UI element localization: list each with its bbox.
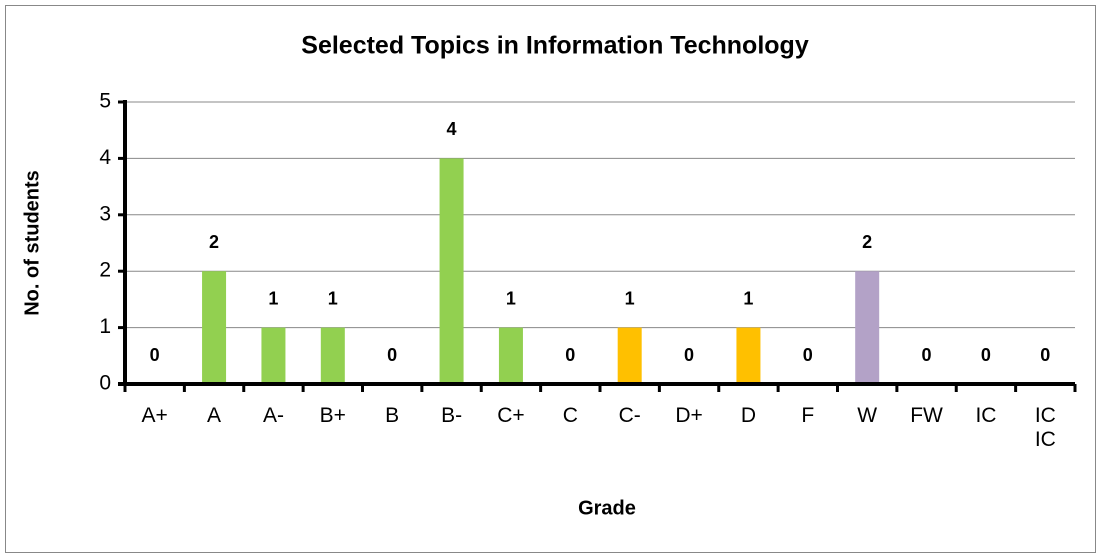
y-tick-label: 3: [99, 202, 111, 225]
value-label: 0: [803, 345, 813, 365]
bar: [617, 327, 642, 384]
x-tick-label: B: [385, 404, 400, 427]
value-label: 4: [447, 119, 457, 139]
bar: [202, 271, 227, 384]
x-tick-label: A-: [262, 404, 284, 427]
value-label: 1: [328, 288, 338, 308]
x-tick-label-box: D+: [675, 404, 703, 427]
x-tick-label: IC IC: [1034, 404, 1056, 451]
bar: [320, 327, 345, 384]
x-tick-label-box: C+: [497, 404, 525, 427]
x-tick-label: A+: [141, 404, 168, 427]
x-tick-label: IC: [975, 404, 997, 427]
x-tick-label: C: [562, 404, 578, 427]
x-axis-title: Grade: [578, 497, 636, 519]
x-tick-label: C+: [497, 404, 525, 427]
x-tick-label-box: A: [207, 404, 222, 427]
x-tick-label: W: [857, 404, 878, 427]
value-label: 1: [268, 288, 278, 308]
x-tick-label: F: [801, 404, 815, 427]
x-tick-label-box: C: [562, 404, 578, 427]
x-tick-label-box: C-: [618, 404, 641, 427]
x-tick-label: A: [207, 404, 222, 427]
x-tick-label-box: F: [801, 404, 815, 427]
y-tick-label: 4: [99, 146, 111, 169]
value-label: 1: [506, 288, 516, 308]
y-tick-label: 5: [99, 90, 111, 113]
value-label: 0: [387, 345, 397, 365]
value-label: 0: [565, 345, 575, 365]
y-tick-label: 2: [99, 259, 111, 282]
chart-title: Selected Topics in Information Technolog…: [301, 32, 809, 60]
value-label: 1: [625, 288, 635, 308]
y-axis-title: No. of students: [21, 170, 43, 316]
chart-border: [5, 5, 1096, 553]
x-tick-label: FW: [910, 404, 943, 427]
x-tick-label-box: A+: [141, 404, 168, 427]
x-tick-label-box: IC: [975, 404, 997, 427]
bar: [736, 327, 761, 384]
bar: [855, 271, 880, 384]
x-tick-label-box: B: [385, 404, 400, 427]
value-label: 0: [981, 345, 991, 365]
y-tick-label: 1: [99, 315, 111, 338]
x-tick-label-box: A-: [262, 404, 284, 427]
x-tick-label-box: IC IC: [1034, 404, 1056, 451]
value-label: 0: [684, 345, 694, 365]
x-tick-label: B+: [319, 404, 346, 427]
bar: [439, 158, 464, 384]
value-label: 0: [150, 345, 160, 365]
x-tick-label-box: B-: [441, 404, 463, 427]
y-tick-label: 0: [99, 372, 111, 395]
value-label: 1: [743, 288, 753, 308]
bar: [498, 327, 523, 384]
bar: [261, 327, 286, 384]
value-label: 2: [209, 232, 219, 252]
x-tick-label: C-: [618, 404, 641, 427]
value-label: 0: [922, 345, 932, 365]
x-tick-label: B-: [441, 404, 463, 427]
x-tick-label-box: B+: [319, 404, 346, 427]
x-tick-label-box: FW: [910, 404, 943, 427]
x-tick-label-box: D: [740, 404, 757, 427]
x-tick-label: D: [740, 404, 757, 427]
value-label: 2: [862, 232, 872, 252]
x-tick-label: D+: [675, 404, 703, 427]
value-label: 0: [1040, 345, 1050, 365]
x-tick-label-box: W: [857, 404, 878, 427]
